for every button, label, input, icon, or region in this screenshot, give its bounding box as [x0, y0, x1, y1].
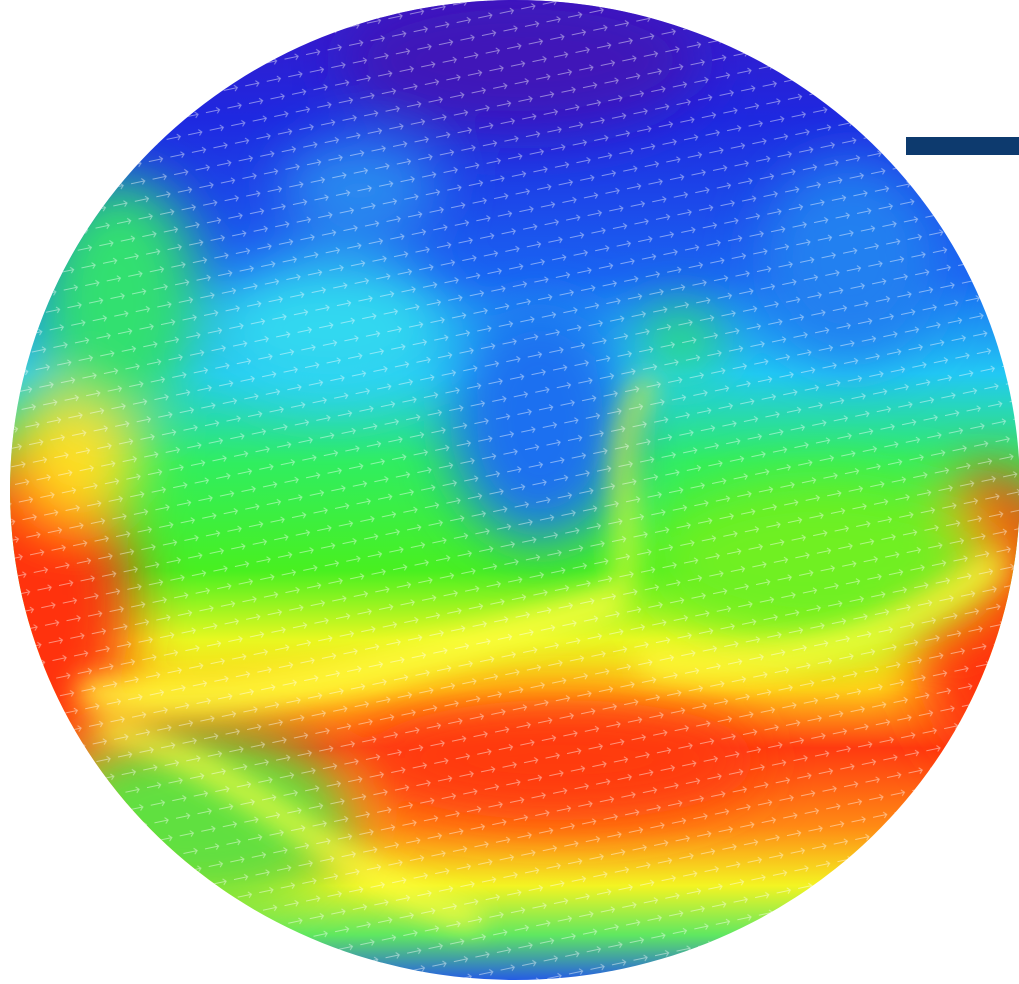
vector-arrows — [0, 0, 1019, 984]
page — [0, 0, 1019, 984]
visualization — [0, 0, 1019, 984]
dark-bar — [906, 137, 1019, 155]
globe — [0, 0, 1019, 984]
